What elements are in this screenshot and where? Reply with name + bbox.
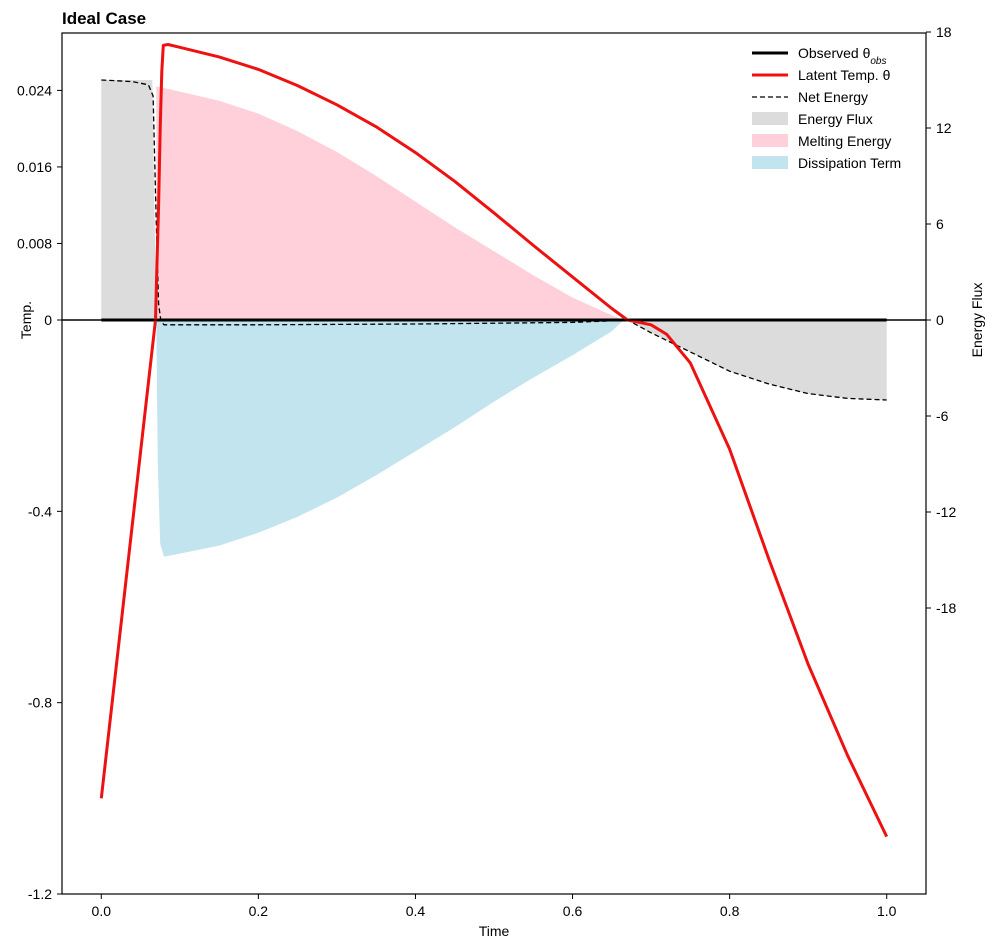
y-left-tick-label: 0.008 [17, 235, 52, 251]
legend-swatch [752, 134, 788, 147]
x-tick-label: 0.6 [563, 903, 583, 919]
x-tick-label: 0.0 [92, 903, 112, 919]
legend-label: Energy Flux [798, 111, 873, 127]
y-axis-right-label: Energy Flux [969, 283, 985, 358]
x-tick-label: 1.0 [877, 903, 897, 919]
y-left-tick-label: -1.2 [28, 886, 52, 902]
legend-subscript: obs [870, 56, 886, 67]
legend-label: Latent Temp. θ [798, 67, 891, 83]
y-right-tick-label: -6 [936, 408, 949, 424]
chart-title: Ideal Case [62, 9, 146, 28]
legend-entry: Energy Flux [752, 111, 873, 127]
y-left-tick-label: -0.8 [28, 695, 52, 711]
y-left-tick-label: 0 [44, 312, 52, 328]
y-right-tick-label: -18 [936, 600, 956, 616]
plot-frame [61, 32, 927, 895]
y-right-tick-label: 6 [936, 216, 944, 232]
legend-label: Dissipation Term [798, 155, 901, 171]
y-right-tick-label: 18 [936, 24, 952, 40]
y-right-tick-label: 12 [936, 120, 952, 136]
legend-entry: Latent Temp. θ [752, 67, 891, 83]
legend-entry: Net Energy [752, 89, 868, 105]
y-left-tick-label: -0.4 [28, 503, 52, 519]
latent-temp-line [99, 43, 889, 838]
legend-swatch [752, 112, 788, 125]
x-tick-label: 0.2 [249, 903, 269, 919]
y-right-tick-label: 0 [936, 312, 944, 328]
dissipation-term-area [156, 320, 624, 557]
x-axis: 0.0 0.2 0.4 0.6 0.8 1.0 [92, 894, 897, 919]
x-tick-label: 0.4 [406, 903, 426, 919]
y-left-tick-label: 0.024 [17, 82, 52, 98]
net-energy-line [101, 79, 887, 401]
y-axis-right: 18 12 6 0 -6 -12 -18 [926, 24, 956, 616]
y-left-tick-label: 0.016 [17, 159, 52, 175]
y-axis-left: -1.2 -0.8 -0.4 0 0.008 0.016 0.024 [17, 82, 62, 902]
x-axis-label: Time [479, 923, 510, 939]
legend-entry: Dissipation Term [752, 155, 901, 171]
legend-label: Net Energy [798, 89, 868, 105]
legend-entry: Melting Energy [752, 133, 891, 149]
x-tick-label: 0.8 [720, 903, 740, 919]
y-right-tick-label: -12 [936, 504, 956, 520]
y-axis-left-label: Temp. [18, 301, 34, 339]
legend-swatch [752, 156, 788, 169]
legend-label: Melting Energy [798, 133, 891, 149]
melting-energy-area [156, 86, 624, 321]
